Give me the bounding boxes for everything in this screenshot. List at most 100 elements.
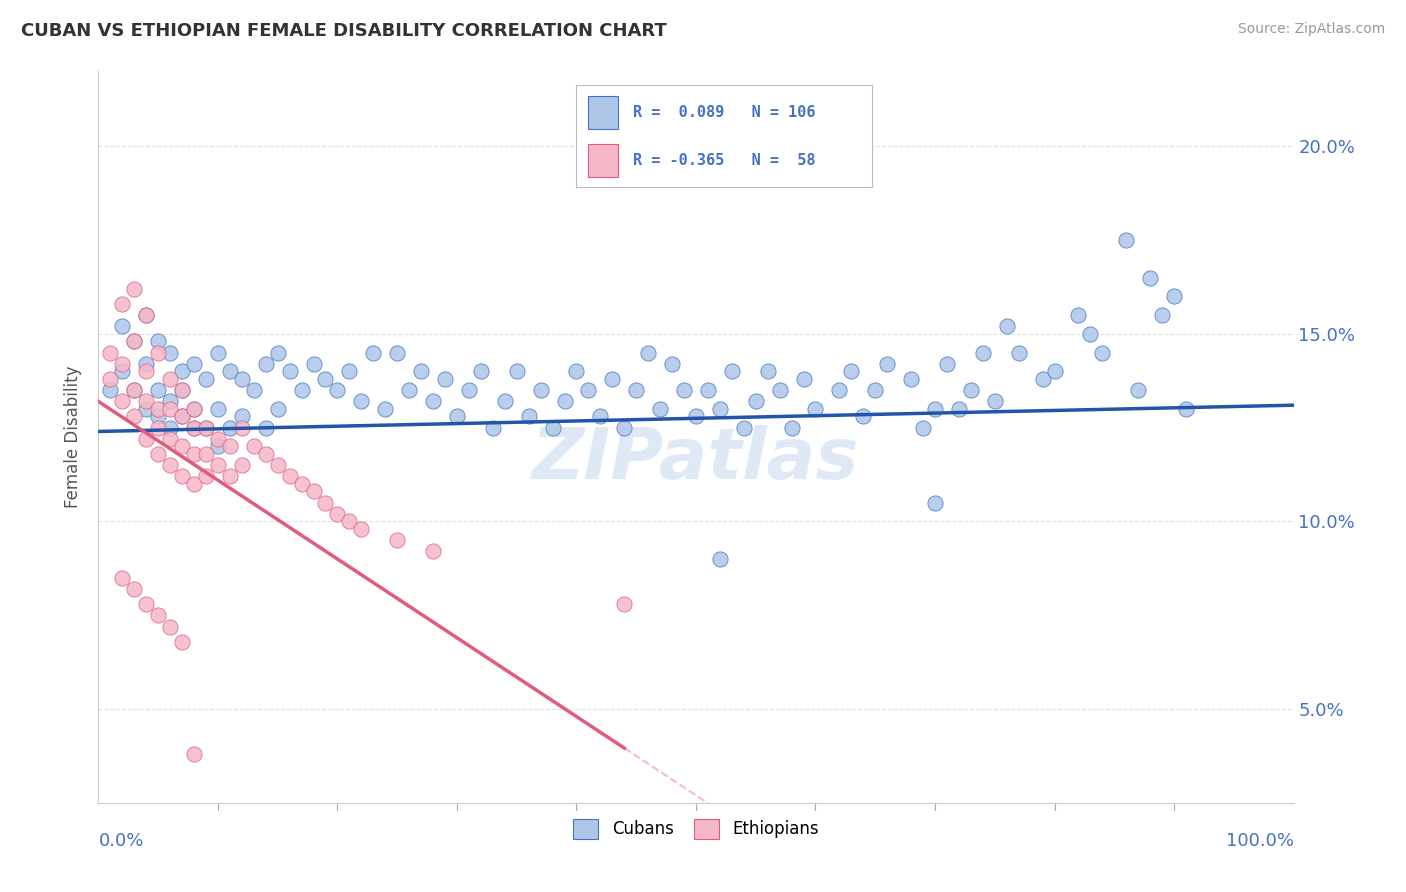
Point: [661, 357, 683, 371]
Point: [159, 372, 181, 386]
Point: [554, 394, 576, 409]
Point: [912, 420, 935, 434]
Point: [685, 409, 707, 424]
Point: [1091, 345, 1114, 359]
Point: [172, 383, 194, 397]
Point: [183, 477, 205, 491]
Point: [98, 345, 122, 359]
Point: [434, 372, 457, 386]
Point: [207, 458, 229, 473]
Point: [458, 383, 481, 397]
Point: [207, 345, 229, 359]
Point: [254, 447, 277, 461]
Point: [626, 383, 648, 397]
Point: [148, 401, 170, 416]
Point: [172, 383, 194, 397]
Point: [135, 308, 157, 322]
Point: [172, 440, 194, 454]
Text: 0.0%: 0.0%: [98, 832, 143, 850]
Point: [613, 597, 636, 611]
Point: [207, 401, 229, 416]
Point: [1043, 364, 1066, 378]
Point: [159, 394, 181, 409]
Point: [148, 447, 170, 461]
Point: [148, 409, 170, 424]
Point: [98, 383, 122, 397]
Point: [506, 364, 529, 378]
Point: [267, 458, 290, 473]
Point: [865, 383, 887, 397]
Point: [1152, 308, 1174, 322]
Point: [411, 364, 433, 378]
Point: [231, 409, 253, 424]
Point: [302, 357, 325, 371]
Point: [780, 420, 803, 434]
Point: [972, 345, 994, 359]
Point: [135, 308, 157, 322]
Point: [924, 496, 946, 510]
Point: [363, 345, 385, 359]
Point: [602, 372, 624, 386]
Point: [148, 420, 170, 434]
Point: [267, 345, 290, 359]
Point: [124, 383, 146, 397]
Text: R =  0.089   N = 106: R = 0.089 N = 106: [633, 105, 815, 120]
Point: [135, 357, 157, 371]
Point: [278, 364, 301, 378]
Point: [278, 469, 301, 483]
Point: [111, 571, 134, 585]
Point: [124, 383, 146, 397]
Point: [124, 282, 146, 296]
Point: [183, 447, 205, 461]
Point: [124, 409, 146, 424]
Point: [374, 401, 396, 416]
Point: [172, 634, 194, 648]
Point: [1080, 326, 1102, 341]
Point: [159, 401, 181, 416]
Point: [267, 401, 290, 416]
Point: [231, 458, 253, 473]
Point: [195, 447, 218, 461]
Point: [1163, 289, 1185, 303]
Point: [470, 364, 492, 378]
Point: [302, 484, 325, 499]
Point: [326, 383, 349, 397]
Point: [541, 420, 564, 434]
Point: [422, 394, 444, 409]
Point: [159, 458, 181, 473]
Point: [315, 496, 337, 510]
Point: [852, 409, 875, 424]
Point: [1067, 308, 1090, 322]
Point: [135, 432, 157, 446]
Point: [733, 420, 755, 434]
Point: [446, 409, 468, 424]
Point: [231, 372, 253, 386]
Point: [207, 440, 229, 454]
Point: [219, 469, 242, 483]
Point: [159, 432, 181, 446]
Point: [900, 372, 922, 386]
Point: [721, 364, 744, 378]
Point: [650, 401, 672, 416]
Point: [756, 364, 779, 378]
Point: [219, 364, 242, 378]
Point: [159, 619, 181, 633]
Point: [398, 383, 420, 397]
Point: [936, 357, 959, 371]
Point: [924, 401, 946, 416]
Point: [254, 420, 277, 434]
Point: [709, 552, 731, 566]
Point: [172, 364, 194, 378]
Point: [183, 420, 205, 434]
Point: [195, 469, 218, 483]
Point: [219, 440, 242, 454]
Point: [1008, 345, 1031, 359]
Point: [254, 357, 277, 371]
Point: [960, 383, 983, 397]
Point: [1032, 372, 1054, 386]
Point: [291, 477, 314, 491]
Bar: [588, 145, 617, 177]
Legend: Cubans, Ethiopians: Cubans, Ethiopians: [567, 812, 825, 846]
Point: [183, 420, 205, 434]
Point: [124, 582, 146, 596]
